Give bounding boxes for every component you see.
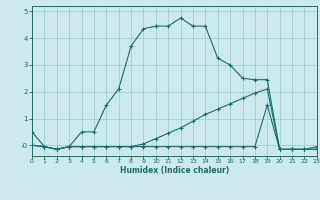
- X-axis label: Humidex (Indice chaleur): Humidex (Indice chaleur): [120, 166, 229, 175]
